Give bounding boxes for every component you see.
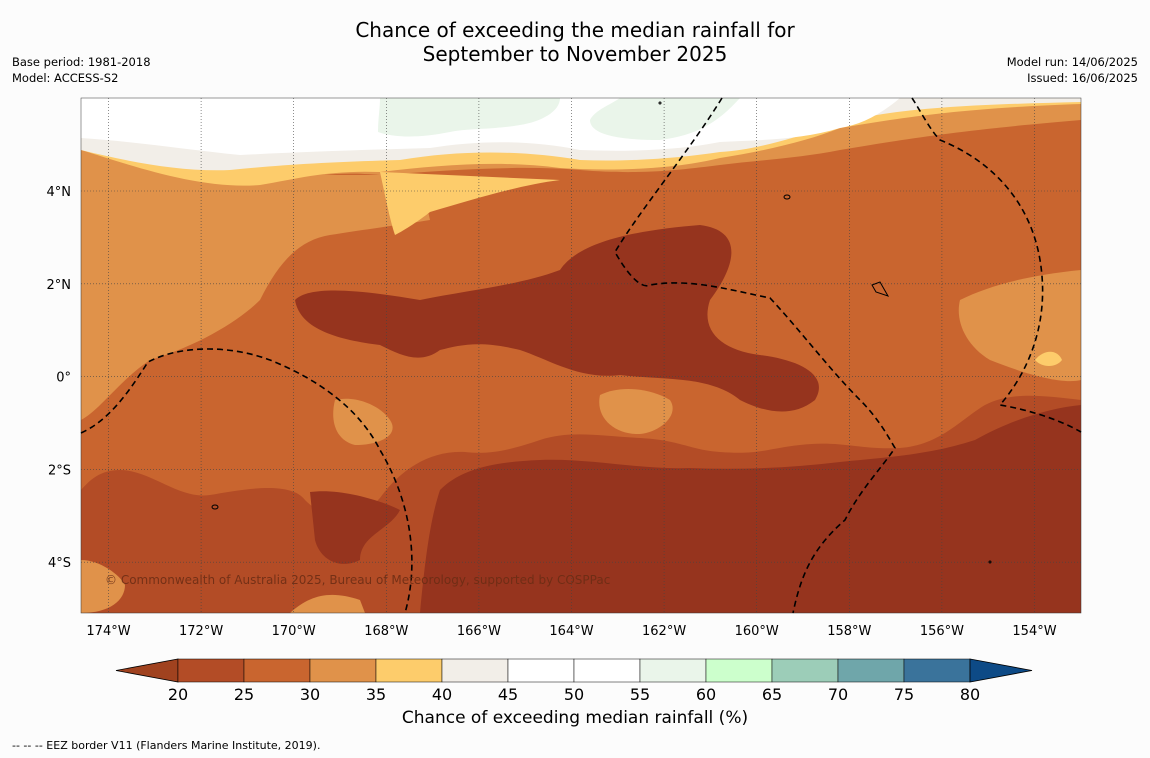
longitude-label: 158°W (827, 624, 871, 639)
colorbar-tick-label: 60 (696, 685, 716, 704)
meta-right: Model run: 14/06/2025 Issued: 16/06/2025 (1007, 54, 1138, 86)
latitude-labels: 4°N 2°N 0° 2°S 4°S (47, 185, 72, 571)
island (871, 281, 890, 297)
island (988, 560, 992, 564)
colorbar-title: Chance of exceeding median rainfall (%) (401, 708, 749, 728)
colorbar-tick-label: 75 (894, 685, 914, 704)
colorbar-tick-label: 70 (828, 685, 848, 704)
map-fill-layers (81, 98, 1081, 613)
region-35-40-small (333, 398, 393, 445)
longitude-label: 156°W (920, 624, 964, 639)
longitude-label: 162°W (642, 624, 686, 639)
island (783, 194, 791, 200)
island (658, 101, 662, 105)
title-line-1: Chance of exceeding the median rainfall … (355, 18, 795, 42)
copyright-text: © Commonwealth of Australia 2025, Bureau… (105, 573, 610, 587)
region-20-25-west (310, 491, 400, 564)
issued-date: Issued: 16/06/2025 (1027, 71, 1138, 85)
colorbar-tick-label: 50 (564, 685, 584, 704)
islands (211, 101, 992, 564)
longitude-label: 172°W (179, 624, 223, 639)
latitude-label: 4°N (47, 185, 72, 200)
longitude-labels: 174°W 172°W 170°W 168°W 166°W 164°W 162°W 160°W… (86, 624, 1056, 639)
meta-left: Base period: 1981-2018 Model: ACCESS-S2 (12, 54, 151, 86)
colorbar: 20 25 30 35 40 45 50 55 60 65 70 75 80 (115, 658, 1033, 704)
map-title: Chance of exceeding the median rainfall … (0, 18, 1150, 66)
longitude-label: 166°W (457, 624, 501, 639)
colorbar-tick-label: 30 (300, 685, 320, 704)
island (211, 504, 219, 510)
colorbar-tick-label: 35 (366, 685, 386, 704)
colorbar-segment (507, 658, 575, 683)
colorbar-segment (837, 658, 905, 683)
colorbar-segment (705, 658, 773, 683)
colorbar-arrow-high (969, 658, 1033, 683)
longitude-label: 174°W (86, 624, 130, 639)
region-55-60 (378, 98, 740, 140)
footnote: -- -- -- EEZ border V11 (Flanders Marine… (12, 739, 321, 752)
longitude-label: 160°W (735, 624, 779, 639)
map-frame (80, 97, 1082, 614)
model-run: Model run: 14/06/2025 (1006, 55, 1138, 69)
eez-border-central (614, 97, 896, 614)
colorbar-segment (903, 658, 971, 683)
latitude-label: 2°N (47, 278, 72, 293)
colorbar-segment (441, 658, 509, 683)
colorbar-tick-label: 80 (960, 685, 980, 704)
title-line-2: September to November 2025 (422, 42, 728, 66)
colorbar-segment (573, 658, 641, 683)
graticule (81, 98, 1081, 613)
longitude-label: 170°W (272, 624, 316, 639)
colorbar-tick-label: 45 (498, 685, 518, 704)
colorbar-tick-label: 40 (432, 685, 452, 704)
colorbar-segment (375, 658, 443, 683)
colorbar-segment (771, 658, 839, 683)
latitude-label: 4°S (48, 556, 71, 571)
model-name: Model: ACCESS-S2 (12, 71, 119, 85)
colorbar-tick-label: 25 (234, 685, 254, 704)
longitude-label: 164°W (549, 624, 593, 639)
region-40-45-east (1035, 351, 1062, 366)
longitude-label: 168°W (364, 624, 408, 639)
colorbar-segment (177, 658, 245, 683)
latitude-label: 2°S (48, 463, 71, 478)
colorbar-arrow-low (115, 658, 179, 683)
colorbar-tick-label: 55 (630, 685, 650, 704)
eez-border-east (911, 97, 1082, 433)
colorbar-tick-label: 20 (168, 685, 188, 704)
region-40-45-strip (380, 172, 560, 235)
colorbar-tick-label: 65 (762, 685, 782, 704)
latitude-label: 0° (56, 371, 71, 386)
colorbar-segment (309, 658, 377, 683)
eez-borders (80, 97, 1082, 614)
base-period: Base period: 1981-2018 (12, 55, 151, 69)
region-35-40-left (81, 175, 430, 420)
colorbar-segment (243, 658, 311, 683)
region-35-40-island (599, 388, 673, 435)
region-35-40-south (81, 560, 365, 613)
eez-border-west (80, 348, 413, 614)
longitude-label: 154°W (1012, 624, 1056, 639)
colorbar-segment (639, 658, 707, 683)
region-20-25-core (295, 225, 819, 412)
